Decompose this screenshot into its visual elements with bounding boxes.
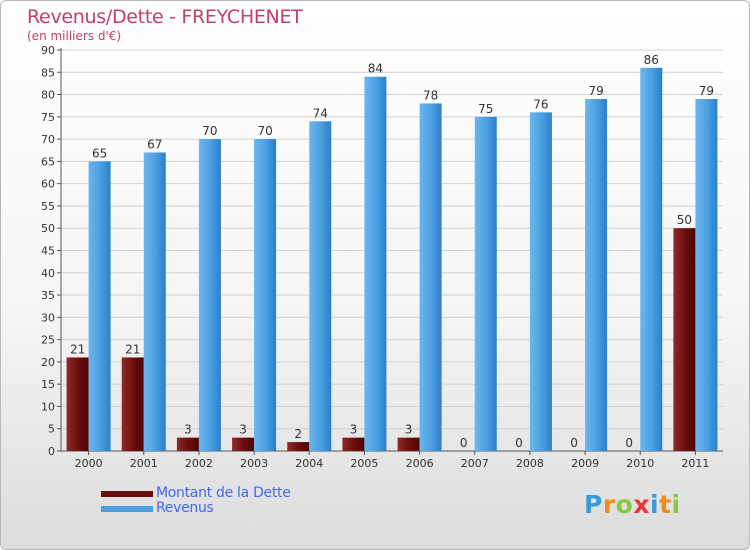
logo-letter: i (650, 490, 660, 519)
bar-revenus (419, 103, 442, 451)
data-label-revenus: 79 (588, 84, 603, 98)
data-label-dette: 0 (460, 436, 468, 450)
y-tick-label: 50 (41, 222, 55, 235)
data-label-dette: 21 (70, 342, 85, 356)
bar-dette (121, 357, 144, 451)
logo-letter: i (671, 490, 681, 519)
y-tick-label: 60 (41, 178, 55, 191)
bar-dette (66, 357, 89, 451)
bar-revenus (309, 121, 332, 452)
y-tick-label: 25 (41, 334, 55, 347)
bar-dette (673, 228, 696, 451)
data-label-revenus: 78 (423, 88, 438, 102)
bar-dette (232, 437, 255, 451)
y-tick-label: 5 (48, 423, 55, 436)
legend-swatch-revenus (101, 506, 153, 512)
bar-revenus (474, 116, 497, 451)
data-label-dette: 3 (239, 423, 247, 437)
legend-label-dette: Montant de la Dette (156, 485, 291, 501)
data-label-dette: 3 (405, 423, 413, 437)
y-tick-label: 65 (41, 155, 55, 168)
bars (66, 67, 718, 452)
y-tick-label: 80 (41, 89, 55, 102)
x-tick-label: 2000 (75, 457, 103, 470)
grid-lines (61, 49, 723, 430)
data-label-revenus: 84 (368, 62, 383, 76)
x-tick-label: 2002 (185, 457, 213, 470)
x-tick-label: 2001 (130, 457, 158, 470)
data-label-dette: 0 (570, 436, 578, 450)
bar-dette (342, 437, 365, 451)
bar-revenus (529, 112, 552, 451)
bar-revenus (88, 161, 111, 451)
data-label-revenus: 79 (699, 84, 714, 98)
data-label-revenus: 67 (147, 137, 162, 151)
bar-revenus (143, 152, 166, 451)
bar-revenus (198, 139, 221, 451)
y-tick-label: 40 (41, 267, 55, 280)
logo-letter: x (633, 490, 650, 519)
proxiti-logo: Proxiti (584, 490, 681, 519)
data-label-revenus: 76 (533, 97, 548, 111)
bar-revenus (640, 67, 663, 452)
y-tick-label: 15 (41, 378, 55, 391)
data-label-dette: 3 (184, 423, 192, 437)
y-tick-label: 75 (41, 111, 55, 124)
logo-letter: o (615, 490, 634, 519)
y-tick-label: 30 (41, 311, 55, 324)
x-tick-label: 2004 (295, 457, 323, 470)
data-label-dette: 0 (625, 436, 633, 450)
data-label-revenus: 75 (478, 102, 493, 116)
x-tick-label: 2007 (461, 457, 489, 470)
data-label-revenus: 70 (202, 124, 217, 138)
y-tick-label: 90 (41, 44, 55, 57)
y-tick-label: 10 (41, 400, 55, 413)
legend-label-revenus: Revenus (156, 500, 214, 516)
bar-revenus (695, 99, 718, 451)
x-tick-label: 2005 (350, 457, 378, 470)
data-label-dette: 0 (515, 436, 523, 450)
y-tick-label: 70 (41, 133, 55, 146)
logo-letter: r (602, 490, 616, 519)
y-tick-label: 20 (41, 356, 55, 369)
logo-letter: P (584, 490, 603, 519)
x-tick-label: 2009 (571, 457, 599, 470)
data-label-revenus: 74 (313, 106, 328, 120)
data-label-dette: 2 (294, 427, 302, 441)
y-tick-label: 0 (48, 445, 55, 458)
data-label-revenus: 86 (644, 53, 659, 67)
chart-title: Revenus/Dette - FREYCHENET (27, 6, 303, 28)
data-labels: 21 65 21 67 3 70 3 70 2 74 3 84 3 78 0 75 0 76 0 79 0 86 50 79 (70, 53, 714, 450)
chart-subtitle: (en milliers d'€) (27, 29, 122, 43)
data-label-revenus: 70 (257, 124, 272, 138)
data-label-dette: 50 (677, 213, 692, 227)
bar-revenus (364, 76, 387, 451)
x-tick-label: 2010 (626, 457, 654, 470)
bar-dette (287, 442, 310, 451)
y-tick-label: 45 (41, 245, 55, 258)
bar-dette (176, 437, 199, 451)
y-tick-label: 35 (41, 289, 55, 302)
x-tick-label: 2011 (681, 457, 709, 470)
x-tick-label: 2008 (516, 457, 544, 470)
bar-dette (397, 437, 420, 451)
data-label-dette: 3 (350, 423, 358, 437)
bar-revenus (585, 99, 608, 451)
axes: 0510152025303540455055606570758085902000… (41, 44, 723, 470)
bar-revenus (254, 139, 277, 451)
y-tick-label: 85 (41, 66, 55, 79)
data-label-dette: 21 (125, 342, 140, 356)
x-tick-label: 2006 (406, 457, 434, 470)
data-label-revenus: 65 (92, 146, 107, 160)
legend-swatch-dette (101, 491, 153, 497)
x-tick-label: 2003 (240, 457, 268, 470)
logo-letter: t (659, 490, 672, 519)
y-tick-label: 55 (41, 200, 55, 213)
